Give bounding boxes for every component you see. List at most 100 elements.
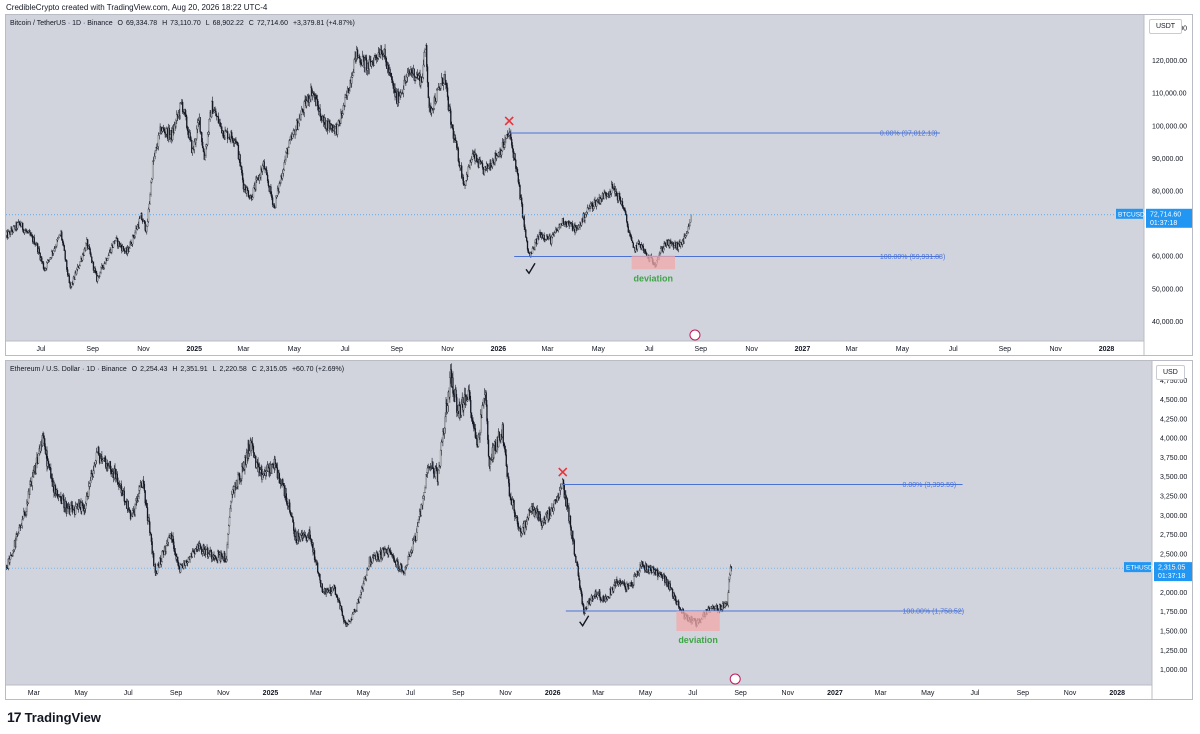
btc-chart-panel[interactable]: 130,000.00120,000.00110,000.00100,000.00… xyxy=(5,14,1193,356)
btc-candle-body xyxy=(508,132,510,136)
eth-candle-body xyxy=(437,469,439,483)
eth-candle-body xyxy=(487,420,489,440)
eth-candle-body xyxy=(94,464,96,466)
btc-candle-body xyxy=(677,244,679,250)
eth-candle-body xyxy=(377,553,379,561)
btc-candle-body xyxy=(556,230,559,232)
btc-candle-body xyxy=(417,75,420,79)
btc-candle-body xyxy=(74,272,76,280)
eth-candle-body xyxy=(33,471,35,473)
btc-candle-body xyxy=(114,240,116,244)
btc-candle-body xyxy=(7,231,10,238)
btc-candle-body xyxy=(149,194,151,205)
btc-candle-body xyxy=(282,169,285,174)
btc-candle-body xyxy=(379,54,381,57)
btc-candle-body xyxy=(334,126,336,132)
btc-candle-body xyxy=(382,55,385,57)
eth-candle-body xyxy=(173,541,175,549)
btc-candle-body xyxy=(575,227,577,233)
eth-chart-panel[interactable]: 4,750.00 4,500.00 4,250.00 4,000.00 3,750.00… xyxy=(5,360,1193,700)
btc-candle-body xyxy=(519,185,521,200)
btc-unit-badge[interactable]: USDT xyxy=(1149,19,1183,34)
btc-candle-body xyxy=(492,160,495,164)
eth-candle-body xyxy=(44,438,46,447)
eth-candle-body xyxy=(402,570,405,573)
eth-candle-body xyxy=(579,587,582,591)
btc-candle-body xyxy=(567,221,569,224)
btc-candle-body xyxy=(576,228,579,230)
btc-candle-body xyxy=(546,235,549,240)
btc-candle-body xyxy=(626,221,629,227)
btc-candle-body xyxy=(26,230,28,233)
btc-high: 73,110.70 xyxy=(170,20,201,27)
btc-candle-body xyxy=(100,267,102,273)
btc-candle-body xyxy=(42,261,44,263)
btc-change: +3,379.81 (+4.87%) xyxy=(292,20,355,27)
eth-candle-body xyxy=(148,517,150,523)
btc-candle-body xyxy=(381,49,383,55)
btc-chart-svg: 130,000.00120,000.00110,000.00100,000.00… xyxy=(6,15,1192,355)
eth-candle-body xyxy=(312,542,314,553)
btc-candle-body xyxy=(369,59,371,62)
btc-candle-body xyxy=(163,128,165,132)
eth-candle-body xyxy=(651,567,654,573)
btc-candle-body xyxy=(543,234,545,240)
eth-candle-body xyxy=(517,521,519,527)
eth-candle-body xyxy=(9,559,11,563)
btc-candle-body xyxy=(603,193,605,200)
eth-candle-body xyxy=(361,587,363,593)
eth-unit-badge[interactable]: USD xyxy=(1156,365,1185,380)
eth-candle-body xyxy=(489,458,491,467)
eth-candle-body xyxy=(241,466,243,479)
btc-price-badge-countdown: 01:37:18 xyxy=(1150,220,1177,227)
eth-candle-body xyxy=(229,508,231,518)
tradingview-logo[interactable]: 17 TradingView xyxy=(7,709,101,725)
btc-candle-body xyxy=(154,150,156,157)
eth-candle-body xyxy=(415,531,418,541)
eth-candle-body xyxy=(476,438,478,446)
eth-candle-body xyxy=(309,530,311,539)
btc-candle-body xyxy=(555,229,557,233)
btc-candle-body xyxy=(181,101,184,113)
eth-candle-body xyxy=(603,596,605,602)
btc-candle-body xyxy=(586,212,588,215)
btc-candle-body xyxy=(45,268,47,270)
btc-candle-body xyxy=(90,253,92,257)
btc-event-icon xyxy=(689,329,701,341)
btc-candle-body xyxy=(440,83,442,89)
eth-candle-body xyxy=(641,561,644,565)
btc-candle-body xyxy=(405,81,407,83)
eth-candle-body xyxy=(146,507,149,521)
btc-candle-body xyxy=(37,243,39,253)
eth-candle-body xyxy=(89,480,91,484)
btc-candle-body xyxy=(511,139,513,146)
btc-candle-body xyxy=(389,69,391,74)
eth-candle-body xyxy=(648,567,651,573)
eth-candle-body xyxy=(589,600,592,605)
btc-candle-body xyxy=(624,208,626,212)
btc-x-tick-label: Sep xyxy=(695,346,708,353)
btc-price-axis xyxy=(1144,15,1192,355)
btc-candle-body xyxy=(471,153,474,160)
btc-candle-body xyxy=(338,120,340,123)
eth-candle-body xyxy=(579,580,581,588)
btc-candle-body xyxy=(196,122,199,130)
btc-candle-body xyxy=(132,234,135,238)
btc-candle-body xyxy=(64,250,66,260)
eth-candle-body xyxy=(595,591,597,597)
btc-candle-body xyxy=(225,130,227,132)
eth-candle-body xyxy=(505,454,507,467)
btc-candle-body xyxy=(246,187,249,191)
eth-candle-body xyxy=(99,458,101,464)
btc-candle-body xyxy=(672,242,674,248)
btc-candle-body xyxy=(557,227,559,231)
btc-candle-body xyxy=(241,166,243,174)
btc-candle-body xyxy=(437,87,440,90)
btc-candle-body xyxy=(289,139,291,141)
eth-candle-body xyxy=(438,466,440,471)
btc-candle-body xyxy=(467,166,470,177)
eth-x-tick-label: Jul xyxy=(406,690,415,697)
btc-candle-body xyxy=(503,144,505,148)
eth-candle-body xyxy=(35,462,37,474)
btc-x-tick-label: May xyxy=(592,346,606,353)
